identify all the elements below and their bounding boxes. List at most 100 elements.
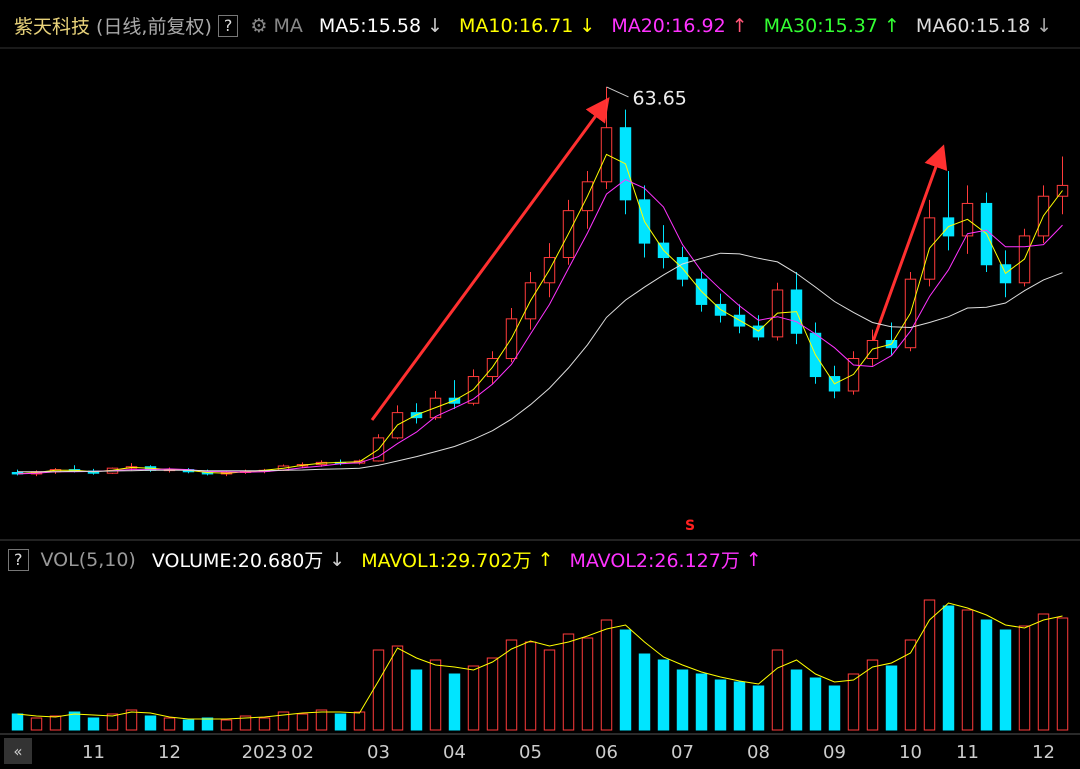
volume-bar <box>429 659 442 731</box>
x-tick-label: 07 <box>671 742 694 763</box>
volume-bar <box>125 709 138 731</box>
volume-bar <box>410 669 423 731</box>
stock-name: 紫天科技 <box>14 16 91 38</box>
x-tick-label: 04 <box>443 742 466 763</box>
volume-bar <box>11 713 24 731</box>
legend-label: MA10:16.71 <box>459 14 574 37</box>
volume-bar <box>106 713 119 731</box>
legend-label: MA5:15.58 <box>318 14 422 37</box>
volume-bar <box>391 645 404 731</box>
volume-bar <box>657 659 670 731</box>
volume-bar <box>486 657 499 731</box>
volume-bar <box>828 685 841 731</box>
volume-bar <box>562 633 575 731</box>
volume-bar <box>714 679 727 731</box>
volume-bar <box>790 669 803 731</box>
volume-bar <box>581 637 594 731</box>
volume-bar <box>752 685 765 731</box>
volume-bar <box>733 681 746 731</box>
x-tick-label: 11 <box>82 742 105 763</box>
legend-label: MA60:15.18 <box>915 14 1031 37</box>
volume-bar <box>87 717 100 731</box>
volume-bar <box>923 599 936 731</box>
x-tick-label: 12 <box>1032 742 1055 763</box>
volume-bar <box>676 669 689 731</box>
settings-icon[interactable]: ⚙ <box>250 14 268 37</box>
scroll-button[interactable] <box>4 738 32 764</box>
volume-bar <box>809 677 822 731</box>
volume-header: ? VOL(5,10) VOLUME:20.680万 ↓ MAVOL1:29.702… <box>8 546 768 573</box>
legend-label: VOLUME:20.680万 <box>151 550 324 572</box>
x-tick-label: 09 <box>823 742 846 763</box>
x-tick-label: 02 <box>291 742 314 763</box>
volume-bar <box>999 629 1012 731</box>
ma-line <box>17 252 1063 473</box>
volume-bar <box>1037 613 1050 731</box>
volume-bar <box>220 719 233 731</box>
volume-bar <box>68 711 81 731</box>
period: (日线,前复权) <box>96 16 212 38</box>
volume-bar <box>258 717 271 731</box>
volume-bar <box>49 715 62 731</box>
signal-mark: S <box>685 518 695 534</box>
x-tick-label: 03 <box>367 742 390 763</box>
volume-bar <box>1056 617 1069 731</box>
volume-indicator: VOL(5,10) <box>40 548 136 571</box>
legend-arrow: ↓ <box>427 14 444 37</box>
legend-label: MA20:16.92 <box>611 14 726 37</box>
volume-bar <box>277 711 290 731</box>
volume-bar <box>695 673 708 731</box>
volume-bar <box>505 639 518 731</box>
volume-bar <box>961 609 974 731</box>
volume-bar <box>980 619 993 731</box>
volume-bar <box>315 709 328 731</box>
volume-bar <box>771 649 784 731</box>
legend-label: MA30:15.37 <box>763 14 878 37</box>
volume-bar <box>30 717 43 731</box>
volume-bar <box>334 713 347 731</box>
x-tick-label: 06 <box>595 742 618 763</box>
volume-bar <box>524 641 537 731</box>
volume-bar <box>201 717 214 731</box>
legend-label: MAVOL1:29.702万 <box>361 550 532 572</box>
legend-arrow: ↓ <box>329 548 346 571</box>
volume-bar <box>847 673 860 731</box>
volume-bar <box>467 665 480 731</box>
indicator-name: MA <box>273 14 303 37</box>
volume-bar <box>600 619 613 731</box>
scroll-icon[interactable]: « <box>13 743 22 761</box>
volume-bar <box>163 717 176 731</box>
volume-bar <box>239 715 252 731</box>
volume-bar <box>619 629 632 731</box>
volume-bar <box>638 653 651 731</box>
peak-pointer <box>606 86 629 98</box>
volume-bar <box>1018 625 1031 731</box>
x-tick-label: 10 <box>899 742 922 763</box>
legend-label: MAVOL2:26.127万 <box>569 550 740 572</box>
volume-bar <box>182 719 195 731</box>
x-tick-label: 05 <box>519 742 542 763</box>
legend-arrow: ↑ <box>537 548 554 571</box>
volume-bar <box>904 639 917 731</box>
volume-bar <box>543 649 556 731</box>
x-tick-label: 2023 <box>242 742 288 763</box>
legend-arrow: ↑ <box>731 14 748 37</box>
legend-arrow: ↓ <box>579 14 596 37</box>
volume-bar <box>942 605 955 731</box>
trend-arrow <box>868 144 948 351</box>
volume-bar <box>296 713 309 731</box>
legend-arrow: ↑ <box>745 548 762 571</box>
x-tick-label: 08 <box>747 742 770 763</box>
x-tick-label: 11 <box>956 742 979 763</box>
x-tick-label: 12 <box>158 742 181 763</box>
trend-arrow <box>370 97 610 421</box>
volume-bar <box>144 715 157 731</box>
help-button[interactable]: ? <box>8 548 29 571</box>
header: 紫天科技 (日线,前复权) ? ⚙ MA MA5:15.58 ↓ MA10:16.7… <box>14 12 1058 39</box>
mavol-line <box>17 602 1063 720</box>
volume-bar <box>448 673 461 731</box>
legend-arrow: ↓ <box>1036 14 1053 37</box>
help-button[interactable]: ? <box>217 14 239 37</box>
